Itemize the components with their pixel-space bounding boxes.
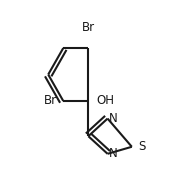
Text: Br: Br [82, 21, 95, 34]
Text: N: N [109, 112, 118, 125]
Text: N: N [109, 147, 118, 160]
Text: S: S [139, 140, 146, 153]
Text: OH: OH [97, 95, 115, 107]
Text: Br: Br [44, 95, 57, 107]
